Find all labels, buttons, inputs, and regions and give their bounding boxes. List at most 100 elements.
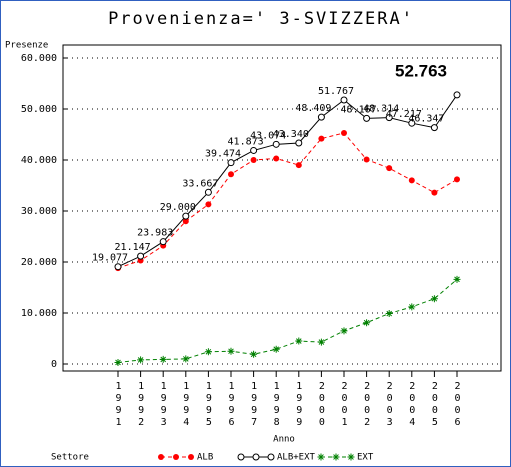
data-label: 29.000 [160,202,196,213]
y-axis-label: Presenze [5,41,48,51]
y-tick-label: 40.000 [21,155,57,166]
x-tick-label: 2000 [316,381,328,429]
point [228,171,234,178]
x-tick-label: 2003 [384,381,396,429]
point [408,177,415,184]
x-tick-label: 1992 [135,381,147,429]
data-label: 48.409 [295,103,331,114]
point [453,91,461,99]
data-label: 19.077 [92,253,128,264]
point [431,189,438,196]
point [272,345,280,353]
data-label: 47.217 [386,109,422,120]
point [341,129,347,136]
data-label: 23.983 [137,228,173,239]
plot-frame [62,44,502,372]
legend-label: EXT [357,453,374,463]
x-tick-label: 1995 [203,381,215,429]
point [385,114,393,122]
point [295,139,303,147]
point [340,96,348,104]
point [272,140,280,148]
point [159,355,167,363]
data-label: 39.474 [205,149,241,160]
point [363,319,371,327]
legend-marker [267,453,275,461]
legend-marker [332,453,340,461]
point [317,338,325,346]
x-tick-label: 1994 [180,381,192,429]
legend-marker [317,453,325,461]
point [273,155,280,162]
point [204,348,212,356]
point [250,157,257,163]
y-tick-label: 20.000 [21,257,57,268]
x-tick-label: 1996 [226,381,237,429]
point [159,238,167,246]
data-label: 21.147 [115,242,151,253]
point [386,165,393,172]
data-label: 33.667 [182,178,218,189]
legend-title: Settore [51,453,89,463]
data-label: 43.074 [250,130,286,141]
point [385,310,393,318]
point [204,188,212,196]
point [454,176,460,183]
x-axis-label: Anno [273,435,295,445]
point [137,252,145,260]
legend-marker [347,453,355,461]
legend-marker [252,453,260,461]
point [363,114,371,122]
y-tick-label: 0 [51,359,57,370]
data-label: 43.340 [273,129,309,140]
x-tick-label: 2005 [429,381,441,429]
point [227,159,235,167]
point [408,303,416,311]
point [363,156,370,163]
point [250,350,258,358]
x-tick-label: 1998 [271,381,283,429]
legend-marker [173,454,179,460]
x-tick-label: 1991 [113,381,124,429]
data-label: 48.167 [341,104,377,115]
point [182,355,190,363]
line [117,94,458,268]
point [227,347,235,355]
line [117,132,458,269]
point [182,218,189,225]
chart-title: Provenienza=' 3-SVIZZERA' [108,9,414,29]
legend-label: ALB+EXT [277,453,316,463]
legend-label: ALB [197,453,213,463]
y-tick-label: 60.000 [21,53,57,64]
x-tick-label: 1997 [248,381,260,429]
point [430,295,438,303]
data-label: 41.873 [228,136,264,147]
point [114,263,122,271]
point [250,146,258,154]
point [205,201,212,208]
point [318,135,325,142]
point [295,162,302,169]
point [295,337,303,345]
data-label: 51.767 [318,86,354,97]
point [137,356,145,364]
x-tick-label: 2002 [361,381,373,429]
point [114,358,122,366]
y-tick-label: 30.000 [21,206,57,217]
point [430,124,438,132]
data-label: 52.763 [395,61,447,80]
x-tick-label: 2001 [339,381,350,429]
point [317,113,325,121]
legend-marker [158,454,164,460]
x-tick-label: 2004 [406,381,418,429]
data-label: 46.347 [408,114,444,125]
line [117,278,458,363]
legend-marker [188,454,194,460]
data-label: 48.314 [363,104,399,115]
x-tick-label: 2006 [452,381,463,429]
legend-marker [237,453,245,461]
point [182,212,190,220]
y-tick-label: 10.000 [21,308,57,319]
